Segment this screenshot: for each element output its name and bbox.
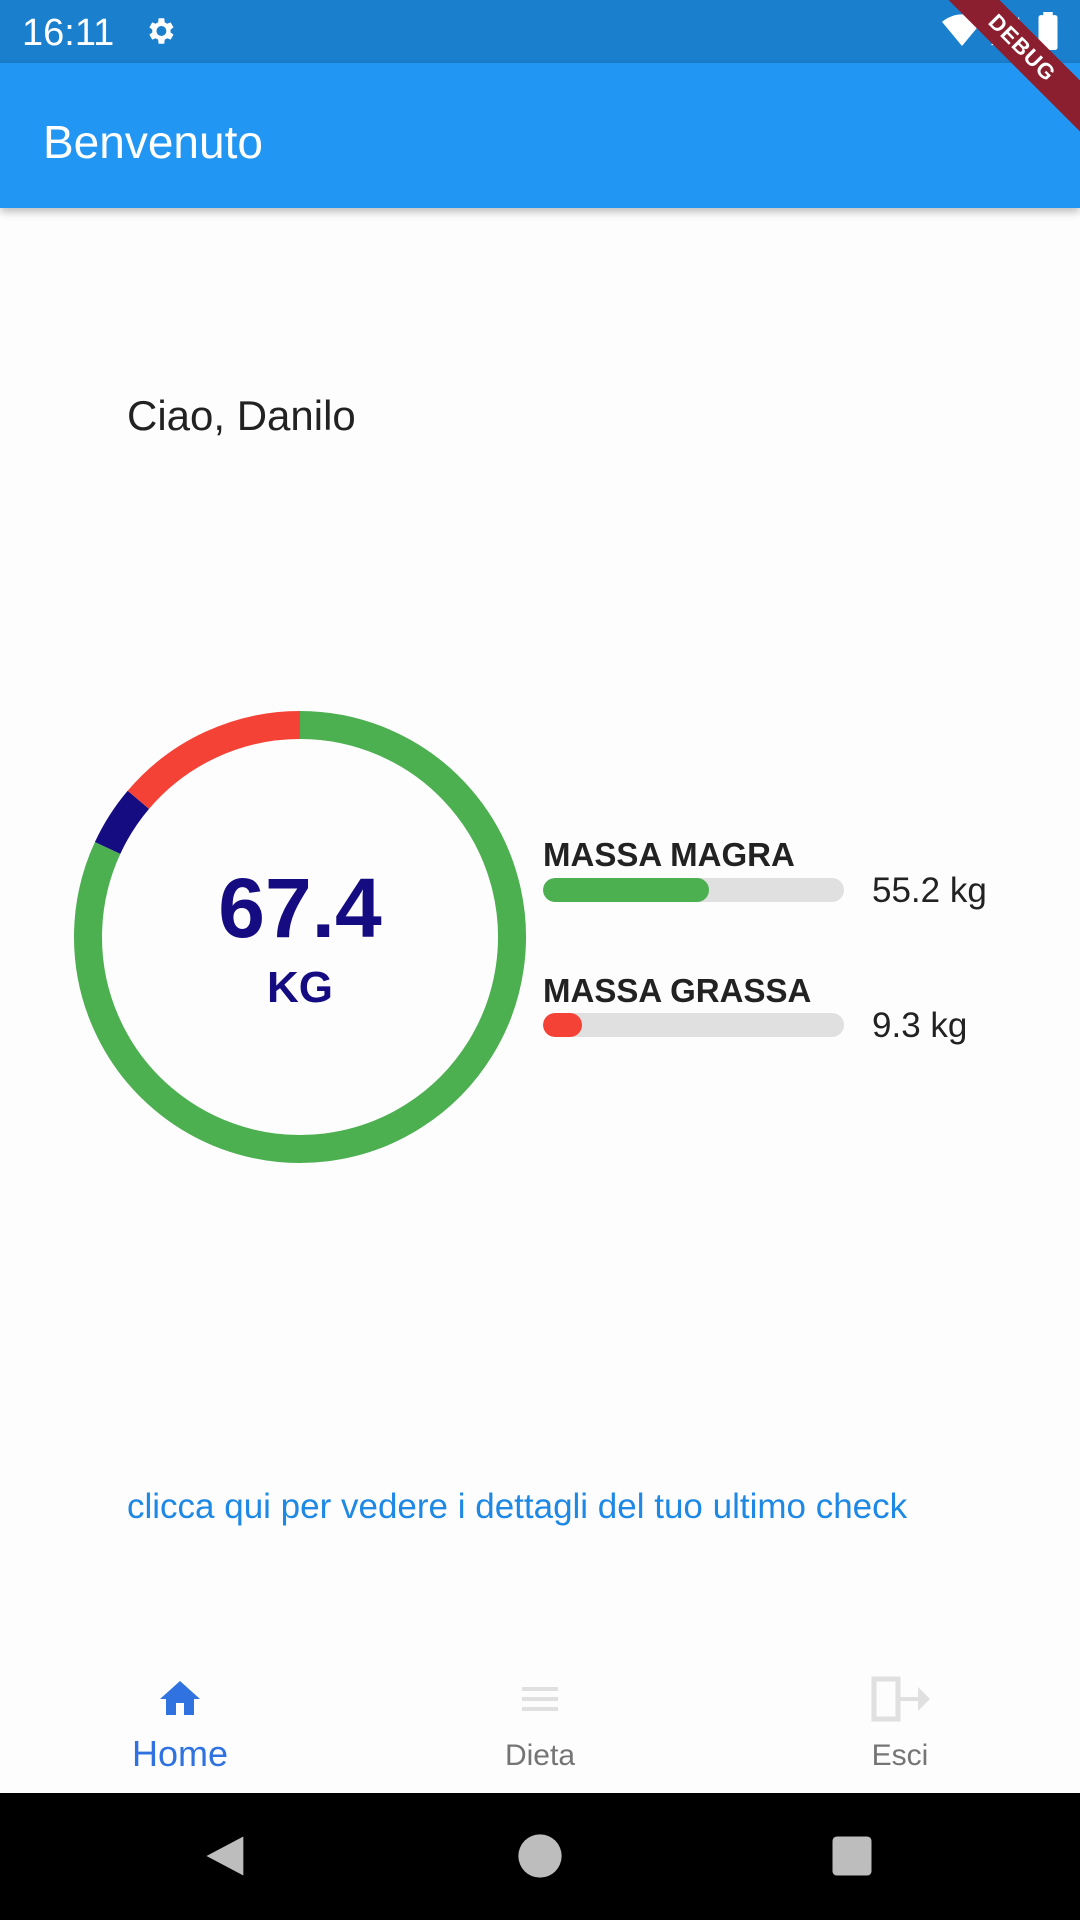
nav-label-dieta: Dieta bbox=[504, 1739, 576, 1772]
fat-mass-bar bbox=[543, 1013, 844, 1037]
recents-icon[interactable] bbox=[826, 1830, 878, 1882]
greeting-text: Ciao, Danilo bbox=[127, 392, 356, 439]
lean-mass-value: 55.2 kg bbox=[872, 871, 987, 910]
nav-item-esci[interactable]: Esci bbox=[720, 1645, 1080, 1793]
fat-mass-value: 9.3 kg bbox=[872, 1006, 968, 1045]
lean-mass-bar-fill bbox=[543, 878, 709, 902]
weight-value: 67.4 bbox=[218, 861, 382, 955]
lean-mass-label: MASSA MAGRA bbox=[543, 836, 795, 873]
system-nav-bar bbox=[0, 1793, 1080, 1920]
back-icon[interactable] bbox=[200, 1830, 252, 1882]
lean-mass-bar bbox=[543, 878, 844, 902]
weight-ring-chart bbox=[74, 711, 526, 1163]
page-title: Benvenuto bbox=[43, 116, 263, 168]
ring-segment-lean bbox=[74, 711, 526, 1163]
weight-unit: KG bbox=[267, 963, 333, 1012]
menu-icon bbox=[522, 1687, 558, 1711]
details-link[interactable]: clicca qui per vedere i dettagli del tuo… bbox=[127, 1487, 908, 1526]
ring-segment-other bbox=[94, 790, 150, 855]
status-bar: 16:11 bbox=[0, 0, 1080, 63]
nav-item-dieta[interactable]: Dieta bbox=[360, 1645, 720, 1793]
ring-segment-fat bbox=[127, 711, 301, 810]
nav-item-home[interactable]: Home bbox=[0, 1645, 360, 1793]
bottom-nav: Home Dieta Esci bbox=[0, 1645, 1080, 1793]
home-icon bbox=[160, 1681, 200, 1715]
gear-icon bbox=[149, 18, 174, 44]
home-circle-icon[interactable] bbox=[514, 1830, 566, 1882]
nav-label-home: Home bbox=[131, 1733, 229, 1774]
logout-icon bbox=[871, 1676, 930, 1722]
nav-label-esci: Esci bbox=[871, 1739, 929, 1772]
fat-mass-label: MASSA GRASSA bbox=[543, 972, 812, 1009]
fat-mass-bar-fill bbox=[543, 1013, 583, 1037]
app-bar: Benvenuto bbox=[0, 63, 1080, 208]
status-time: 16:11 bbox=[22, 12, 115, 54]
battery-icon bbox=[1038, 12, 1058, 50]
